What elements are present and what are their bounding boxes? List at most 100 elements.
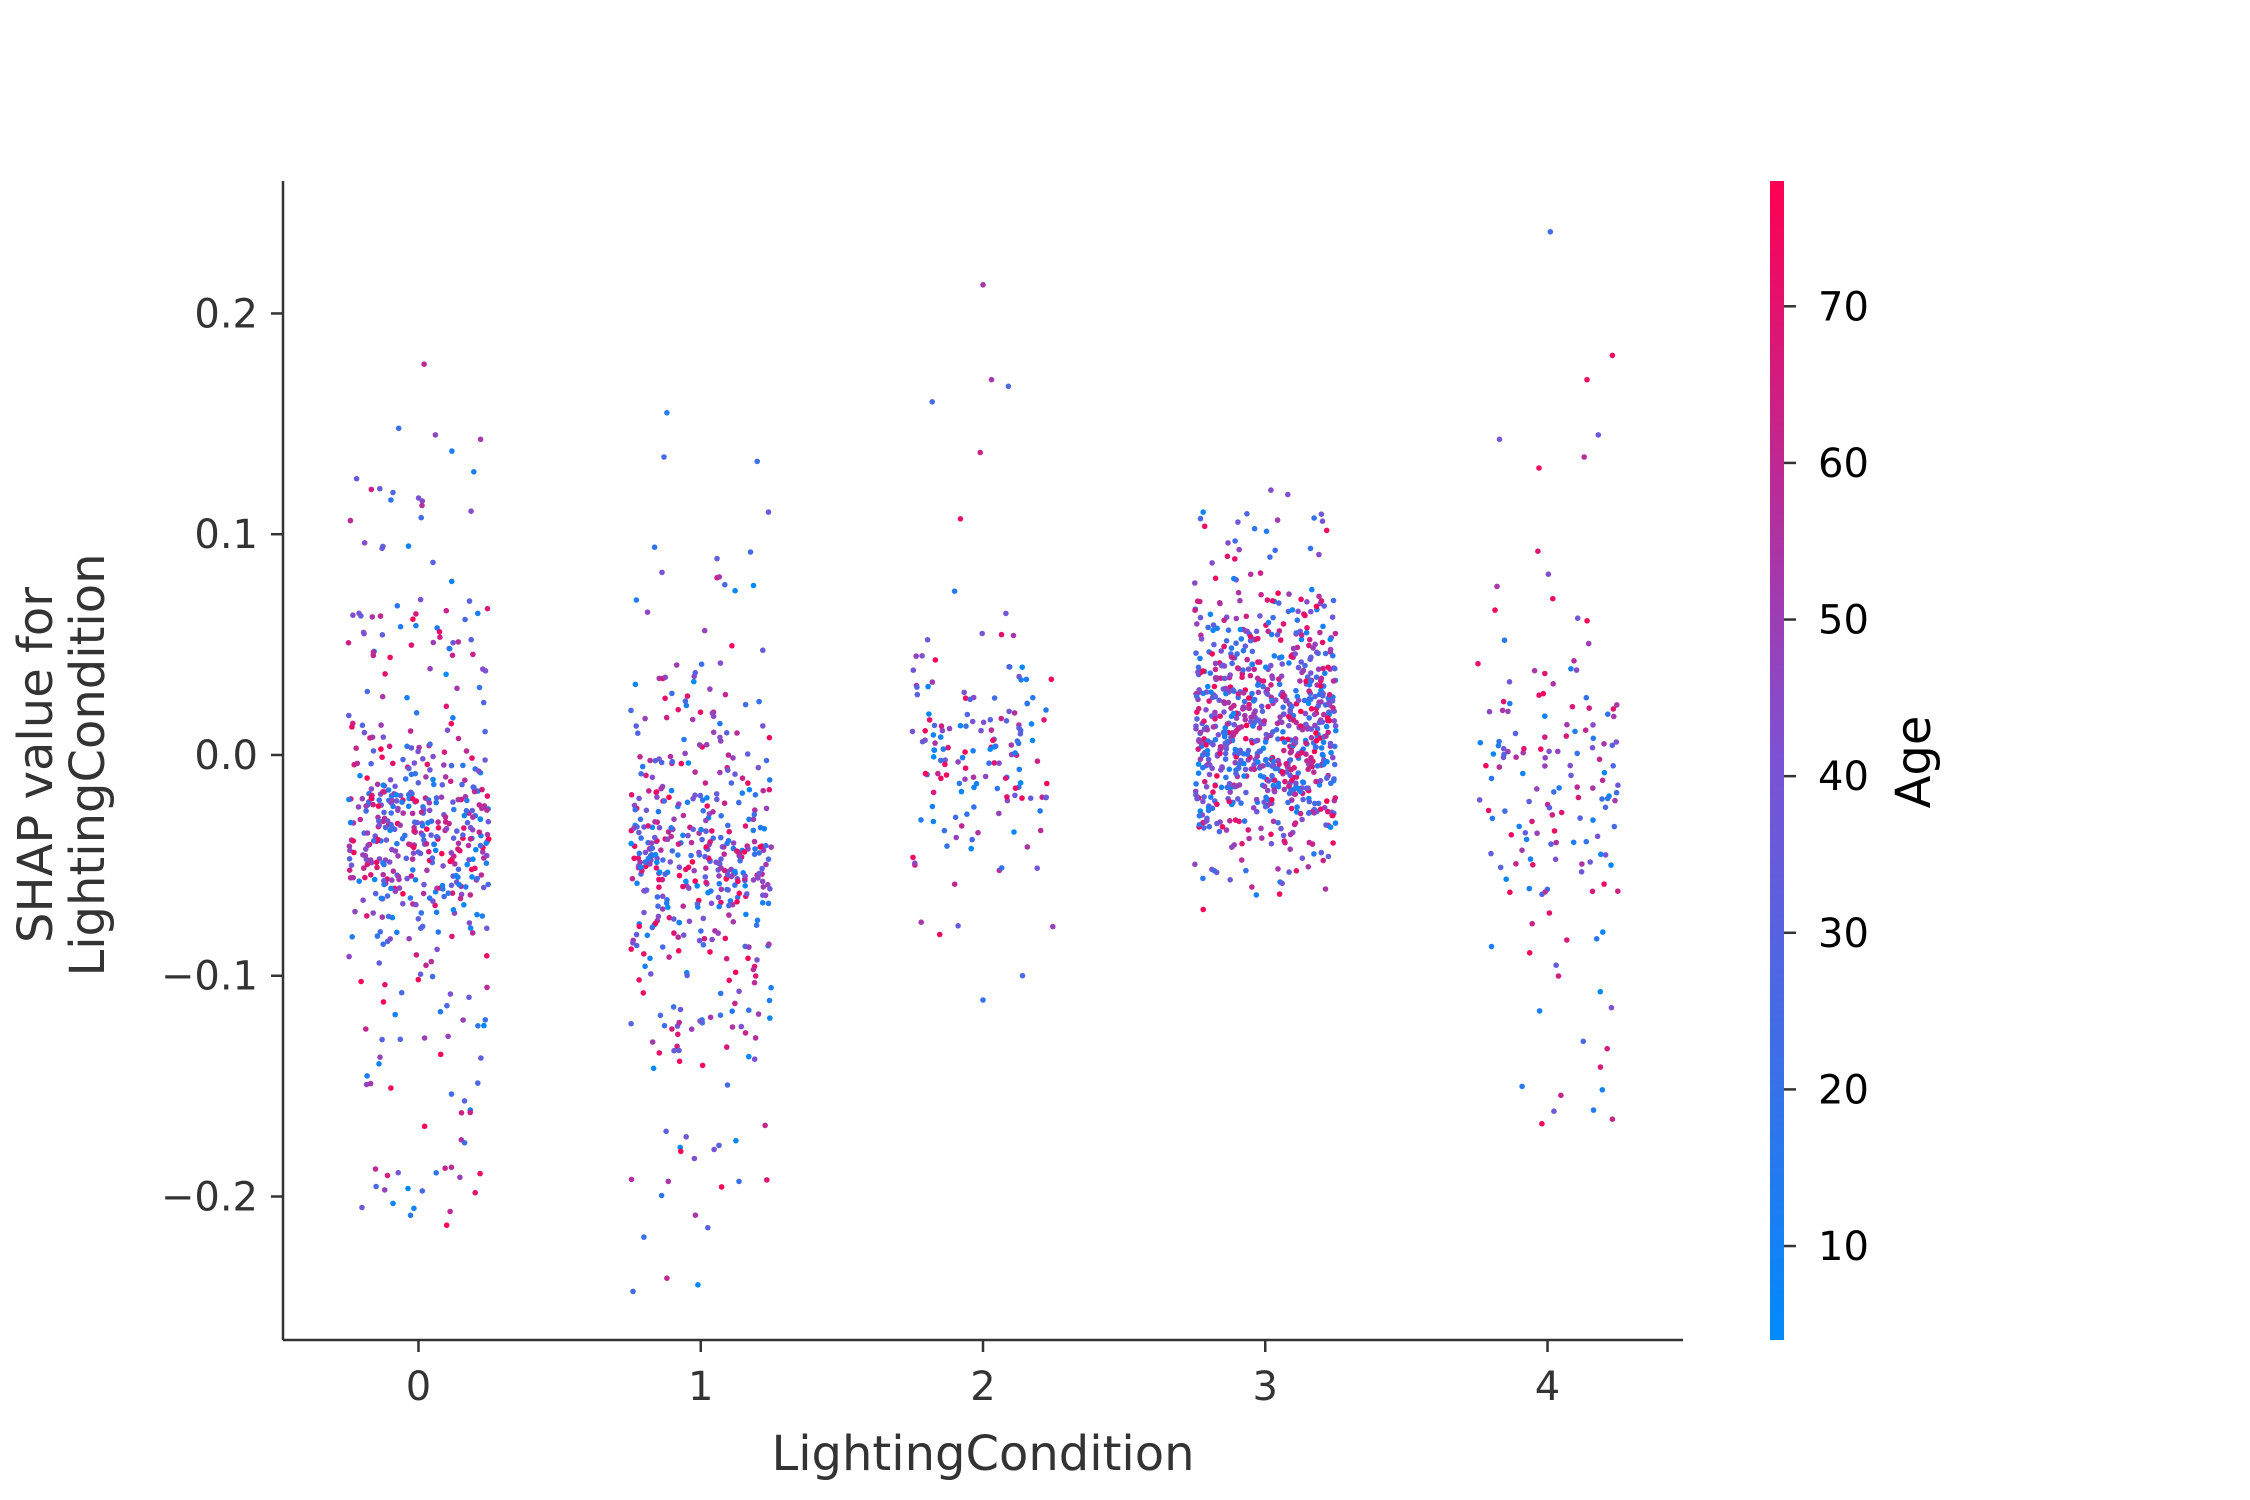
scatter-point (1233, 770, 1239, 777)
scatter-point (1274, 720, 1281, 727)
scatter-point (1573, 667, 1580, 673)
scatter-point (1287, 772, 1293, 779)
scatter-point (1238, 757, 1244, 764)
scatter-point (1308, 726, 1315, 732)
scatter-point (699, 1062, 706, 1069)
scatter-point (1574, 615, 1581, 621)
y-tick-label: −0.2 (161, 1175, 258, 1221)
scatter-point (1609, 1116, 1616, 1122)
scatter-point (1200, 690, 1206, 697)
scatter-point (1311, 851, 1317, 857)
scatter-point (700, 915, 707, 922)
scatter-point (432, 902, 438, 909)
scatter-point (692, 769, 698, 775)
scatter-point (697, 792, 704, 799)
scatter-point (466, 994, 472, 1001)
scatter-point (467, 1109, 474, 1116)
scatter-point (641, 909, 647, 916)
scatter-point (467, 892, 474, 898)
scatter-point (404, 743, 410, 750)
scatter-point (1003, 610, 1009, 617)
scatter-point (955, 923, 961, 929)
scatter-point (1263, 528, 1270, 535)
scatter-point (718, 813, 724, 819)
scatter-point (1274, 517, 1281, 523)
scatter-point (359, 722, 366, 729)
scatter-point (690, 795, 696, 802)
scatter-point (415, 748, 421, 755)
scatter-point (1590, 1107, 1597, 1113)
scatter-point (459, 781, 465, 788)
scatter-point (1330, 597, 1337, 604)
scatter-point (1253, 796, 1260, 803)
scatter-point (1252, 738, 1259, 744)
scatter-point (1210, 789, 1216, 795)
scatter-point (694, 883, 700, 889)
scatter-point (750, 816, 756, 823)
scatter-point (1579, 861, 1585, 867)
scatter-point (410, 796, 416, 802)
scatter-point (909, 728, 916, 735)
scatter-point (1019, 972, 1026, 979)
colorbar-gradient (1770, 181, 1784, 1340)
scatter-point (1240, 690, 1247, 696)
scatter-point (400, 891, 406, 897)
scatter-point (413, 611, 419, 617)
scatter-point (718, 886, 725, 893)
scatter-point (410, 867, 416, 873)
scatter-point (1212, 575, 1219, 582)
scatter-point (1287, 749, 1294, 756)
scatter-point (717, 660, 724, 666)
scatter-point (375, 836, 381, 843)
scatter-point (1305, 766, 1311, 773)
scatter-point (1206, 823, 1213, 830)
scatter-point (1312, 744, 1319, 750)
scatter-point (449, 933, 455, 940)
scatter-point (669, 848, 676, 854)
scatter-point (955, 759, 961, 765)
scatter-point (423, 774, 429, 780)
scatter-point (707, 839, 713, 845)
scatter-point (747, 549, 754, 555)
scatter-point (1320, 752, 1326, 759)
scatter-point (447, 778, 454, 785)
axes (281, 181, 1683, 1342)
scatter-point (998, 715, 1004, 722)
scatter-point (397, 792, 404, 799)
scatter-point (430, 559, 436, 566)
scatter-point (754, 957, 760, 963)
scatter-point (1286, 869, 1292, 875)
scatter-point (718, 899, 724, 906)
scatter-point (652, 920, 659, 927)
scatter-point (1010, 632, 1017, 639)
scatter-point (671, 930, 677, 936)
scatter-point (346, 796, 352, 803)
scatter-point (1331, 761, 1338, 768)
scatter-point (990, 737, 996, 744)
scatter-point (760, 892, 766, 898)
scatter-point (642, 963, 648, 970)
scatter-point (1254, 808, 1260, 815)
scatter-point (686, 885, 692, 891)
scatter-point (409, 856, 416, 862)
scatter-point (480, 699, 487, 706)
scatter-point (405, 543, 412, 549)
scatter-point (1193, 693, 1200, 699)
scatter-point (659, 569, 665, 576)
scatter-point (1211, 683, 1218, 690)
scatter-point (662, 695, 668, 702)
scatter-point (379, 693, 386, 700)
scatter-point (1243, 735, 1249, 742)
scatter-point (1271, 653, 1278, 659)
scatter-point (1285, 491, 1291, 498)
scatter-point (648, 840, 655, 846)
scatter-point (394, 840, 400, 847)
scatter-point (912, 860, 918, 866)
scatter-point (628, 840, 634, 847)
scatter-point (1270, 818, 1277, 825)
scatter-point (1612, 797, 1618, 804)
scatter-point (1523, 836, 1530, 843)
scatter-point (971, 804, 977, 810)
scatter-point (1317, 683, 1324, 689)
scatter-point (1225, 699, 1232, 706)
